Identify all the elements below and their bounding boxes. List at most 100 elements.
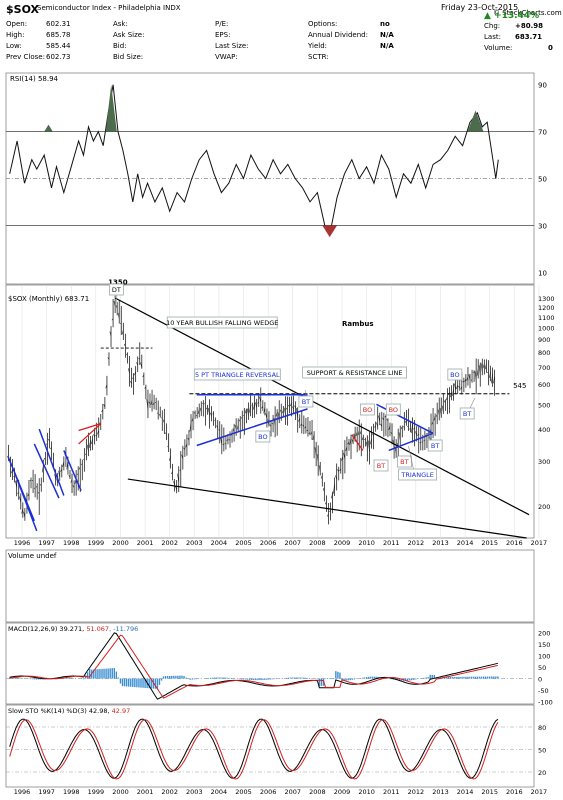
- bt-label-box: [396, 455, 412, 468]
- price-bar-open: [158, 413, 161, 417]
- index-name: Semiconductor Index - Philadelphia INDX: [37, 4, 181, 12]
- rsi-tick: 50: [538, 176, 547, 184]
- price-bar-open: [333, 483, 335, 494]
- price-bar-open: [23, 511, 26, 518]
- price-bar-open: [191, 417, 194, 422]
- year-label: 1998: [63, 788, 80, 796]
- triangle-reversal-label: 5 PT TRIANGLE REVERSAL: [195, 371, 280, 379]
- price-bar-open: [388, 425, 391, 431]
- price-bar-open: [277, 412, 280, 421]
- price-bar-open: [72, 485, 75, 488]
- field-value: 602.31: [46, 20, 71, 28]
- price-bar-open: [68, 475, 71, 478]
- price-bar-open: [144, 386, 147, 389]
- sr-line-label: SUPPORT & RESISTANCE LINE: [307, 369, 403, 377]
- bo-label-box: [360, 403, 375, 416]
- year-label: 2001: [137, 788, 154, 796]
- price-bar-open: [185, 443, 188, 448]
- price-bar-open: [283, 407, 286, 415]
- price-bar-open: [255, 402, 257, 408]
- bo-label-box: [385, 403, 401, 416]
- price-bar-open: [474, 371, 477, 381]
- price-bar-open: [456, 385, 458, 389]
- price-bar-open: [335, 475, 337, 480]
- dt-label: DT: [112, 286, 121, 294]
- year-label: 2015: [481, 788, 498, 796]
- price-bar-open: [285, 407, 288, 410]
- field-label: Ask:: [113, 20, 128, 28]
- price-bar-open: [11, 469, 13, 474]
- price-bar-open: [450, 392, 452, 398]
- price-bar-open: [78, 466, 81, 470]
- price-bar-open: [372, 434, 374, 436]
- price-bar-open: [148, 401, 151, 405]
- year-label: 2004: [211, 539, 228, 547]
- price-bar-open: [205, 407, 208, 410]
- year-label: 2016: [506, 788, 523, 796]
- price-bar-open: [396, 443, 399, 446]
- price-bar-open: [187, 437, 190, 441]
- price-bar-open: [19, 496, 22, 503]
- price-bar-open: [445, 396, 448, 401]
- field-label: Options:: [308, 20, 338, 28]
- year-label: 2014: [457, 788, 474, 796]
- year-label: 2012: [408, 539, 425, 547]
- year-label: 2010: [358, 539, 375, 547]
- price-bar-open: [126, 353, 128, 356]
- price-bar-open: [15, 480, 17, 488]
- price-bar-open: [35, 486, 38, 488]
- price-bar-open: [142, 374, 145, 378]
- price-bar-open: [331, 493, 333, 499]
- bt-label: BT: [463, 410, 471, 418]
- peak-label: 1350: [108, 279, 128, 287]
- rsi-tick: 30: [538, 222, 547, 230]
- price-bar-open: [341, 456, 344, 461]
- price-bar-open: [164, 432, 167, 435]
- bt-label: BT: [302, 398, 310, 406]
- field-label: Open:: [6, 20, 28, 28]
- price-bar-open: [48, 438, 50, 442]
- price-bar-open: [50, 447, 52, 450]
- year-label: 2003: [186, 788, 203, 796]
- price-bar-open: [101, 409, 104, 413]
- price-bar-open: [54, 473, 56, 479]
- price-bar-open: [493, 376, 495, 384]
- price-bar-open: [386, 419, 389, 421]
- rsi-tick: 90: [538, 82, 547, 90]
- bo-label-box: [255, 430, 271, 443]
- price-bar-open: [470, 379, 473, 381]
- price-bar-open: [58, 470, 61, 477]
- price-bar-open: [177, 473, 180, 482]
- year-label: 2012: [408, 788, 425, 796]
- year-label: 2010: [358, 788, 375, 796]
- price-bar-open: [37, 492, 40, 494]
- price-bar-open: [296, 408, 298, 419]
- price-bar-open: [189, 422, 192, 432]
- sto-d-line: [9, 719, 499, 780]
- price-bar-open: [13, 476, 15, 478]
- price-bar-open: [121, 329, 124, 335]
- pointer-line: [408, 445, 414, 470]
- macd-tick: 100: [538, 652, 550, 660]
- price-bar-open: [351, 439, 354, 444]
- price-bar-open: [91, 439, 93, 445]
- price-bar-open: [138, 358, 140, 360]
- price-bar-open: [359, 430, 362, 435]
- price-bar-open: [415, 431, 417, 436]
- symbol: $SOX: [6, 3, 40, 16]
- volume-value: 0: [548, 44, 553, 52]
- macd-label: MACD(12,26,9) 39.271, 51.067, -11.796: [8, 625, 138, 633]
- year-label: 2002: [161, 539, 178, 547]
- red-pennant-top: [78, 423, 101, 432]
- price-bar-open: [86, 444, 89, 452]
- price-bar-open: [152, 402, 155, 405]
- field-label: High:: [6, 31, 25, 39]
- price-bar-open: [454, 383, 456, 390]
- year-label: 2013: [432, 539, 449, 547]
- price-bar-open: [407, 425, 409, 427]
- price-bar-open: [45, 443, 48, 446]
- year-label: 2002: [161, 788, 178, 796]
- price-tick: 600: [538, 381, 550, 389]
- wedge-upper-line: [115, 297, 530, 516]
